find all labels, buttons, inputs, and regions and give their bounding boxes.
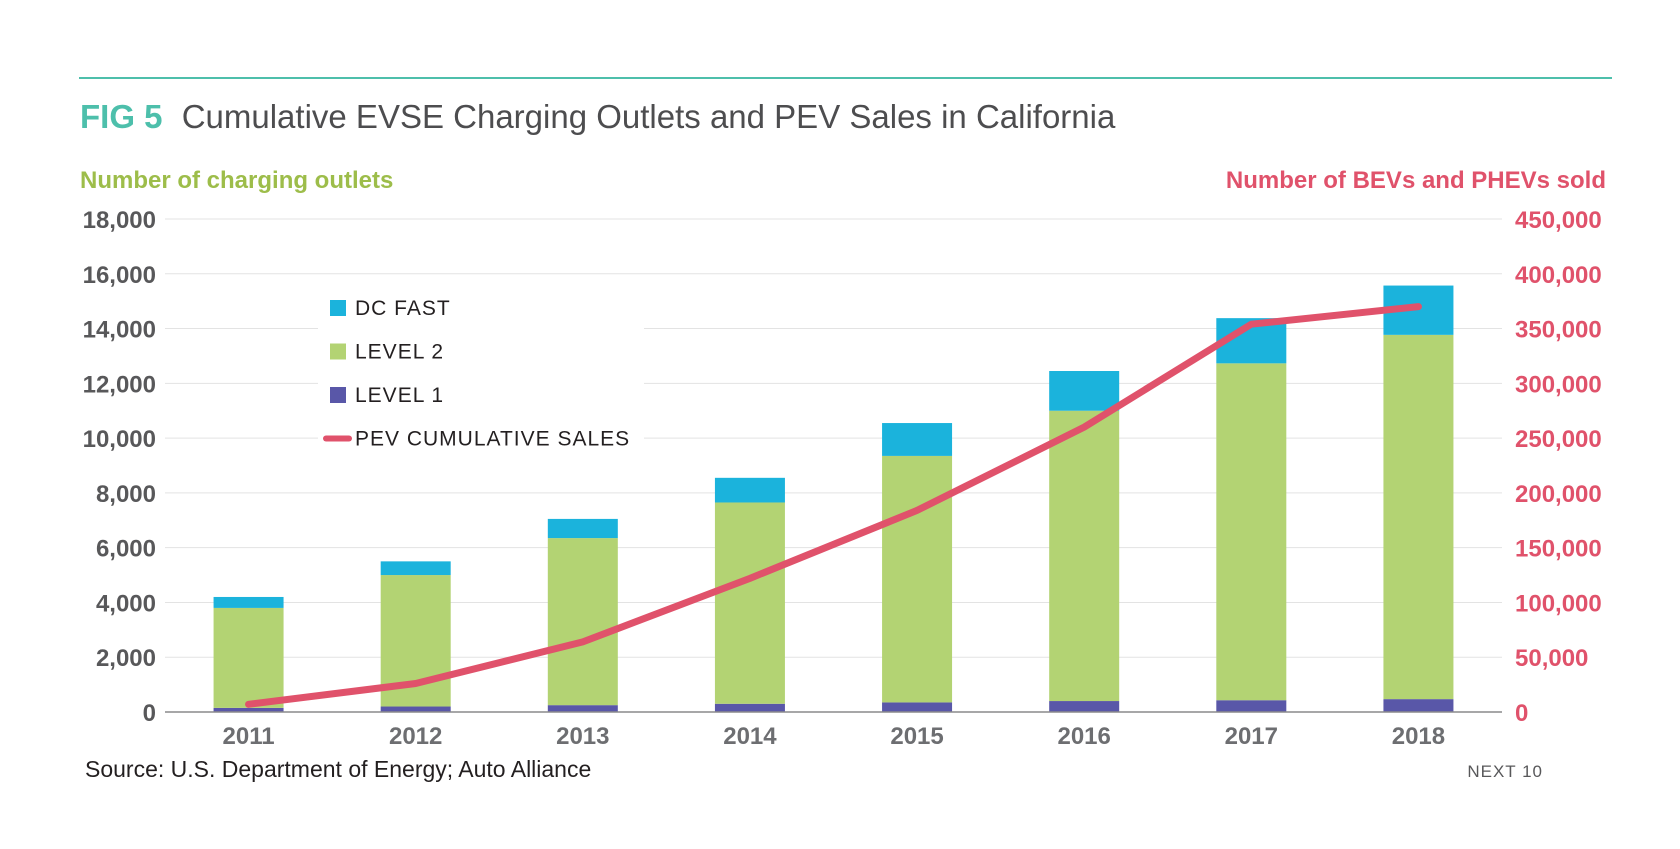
axes: 0 2,000 4,000 6,000 8,000 10,000 12,000 14,000 1…: [83, 207, 1602, 750]
x-tick-label: 2018: [1392, 723, 1445, 750]
bar-level-1-2013: [547, 705, 618, 712]
left-tick-label: 12,000: [83, 371, 156, 398]
chart-title: FIG 5 Cumulative EVSE Charging Outlets a…: [80, 98, 1116, 135]
bar-level-1-2011: [213, 707, 284, 712]
line-pev-cumulative-sales: [245, 303, 1422, 708]
x-tick-label: 2012: [389, 723, 442, 750]
x-tick-label: 2017: [1225, 723, 1278, 750]
left-axis-title: Number of charging outlets: [80, 167, 393, 194]
x-tick-label: 2014: [723, 723, 777, 750]
figure-title: Cumulative EVSE Charging Outlets and PEV…: [182, 98, 1116, 135]
bar-level-1-2018: [1383, 699, 1454, 712]
bar-level-1-2012: [380, 706, 451, 712]
left-tick-label: 10,000: [83, 426, 156, 453]
bar-level-2-2011: [213, 607, 284, 708]
bar-level-1-2015: [882, 702, 953, 712]
legend-label-level-2: LEVEL 2: [355, 341, 444, 364]
x-tick-label: 2015: [890, 723, 943, 750]
x-tick-label: 2011: [223, 723, 275, 750]
right-tick-label: 300,000: [1515, 371, 1602, 398]
left-tick-label: 18,000: [83, 207, 156, 234]
legend-background: [318, 285, 644, 460]
bar-dc-fast-2014: [714, 477, 785, 503]
legend-label-dc-fast: DC FAST: [355, 297, 451, 320]
bar-dc-fast-2013: [547, 518, 618, 539]
right-tick-label: 100,000: [1515, 590, 1602, 617]
legend-swatch-level-1: [330, 387, 346, 403]
left-tick-label: 14,000: [83, 317, 156, 344]
bar-level-2-2015: [882, 455, 953, 703]
legend: DC FAST LEVEL 2 LEVEL 1 PEV CUMULATIVE SALE…: [318, 285, 644, 460]
bar-level-1-2017: [1216, 700, 1287, 712]
right-tick-label: 150,000: [1515, 536, 1602, 563]
legend-swatch-dc-fast: [330, 300, 346, 316]
bar-level-1-2014: [714, 703, 785, 712]
left-tick-label: 2,000: [96, 645, 156, 672]
right-tick-label: 200,000: [1515, 481, 1602, 508]
bar-level-2-2016: [1049, 410, 1120, 702]
bar-level-2-2018: [1383, 334, 1454, 700]
bar-level-2-2013: [547, 538, 618, 706]
left-tick-label: 4,000: [96, 590, 156, 617]
right-tick-label: 450,000: [1515, 207, 1602, 234]
right-axis-title: Number of BEVs and PHEVs sold: [1226, 167, 1606, 194]
right-tick-label: 350,000: [1515, 317, 1602, 344]
bar-dc-fast-2011: [213, 596, 284, 608]
legend-label-level-1: LEVEL 1: [355, 384, 444, 407]
x-tick-label: 2013: [556, 723, 609, 750]
legend-swatch-level-2: [330, 343, 346, 360]
figure-label: FIG 5: [80, 98, 163, 135]
bar-level-2-2014: [714, 502, 785, 704]
pev-sales-line: [245, 303, 1422, 708]
left-tick-label: 6,000: [96, 536, 156, 563]
legend-label-pev-cumulative-sales: PEV CUMULATIVE SALES: [355, 428, 630, 451]
left-tick-label: 8,000: [96, 481, 156, 508]
bar-dc-fast-2016: [1049, 371, 1120, 411]
right-tick-label: 0: [1515, 700, 1528, 727]
x-tick-label: 2016: [1057, 723, 1110, 750]
bar-level-2-2017: [1216, 363, 1287, 701]
right-tick-label: 250,000: [1515, 426, 1602, 453]
left-tick-label: 16,000: [83, 262, 156, 289]
bar-dc-fast-2015: [882, 423, 953, 456]
bars: [213, 285, 1454, 712]
brand-mark: NEXT 10: [1467, 762, 1543, 781]
bar-dc-fast-2012: [380, 561, 451, 576]
source-note: Source: U.S. Department of Energy; Auto …: [85, 756, 591, 782]
right-tick-label: 400,000: [1515, 262, 1602, 289]
right-tick-label: 50,000: [1515, 645, 1588, 672]
left-tick-label: 0: [143, 700, 156, 727]
bar-level-1-2016: [1049, 701, 1120, 712]
